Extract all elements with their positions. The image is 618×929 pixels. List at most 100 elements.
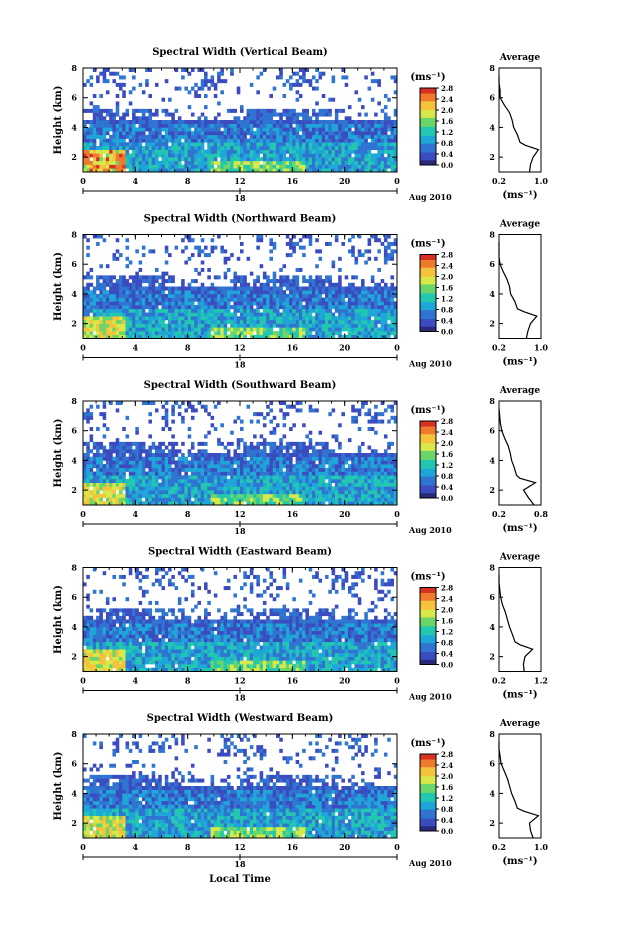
panel-3: Spectral Width (Southward Beam) 2 4 6 8 Heigh… <box>53 380 548 536</box>
x-tick-label: 8 <box>185 176 191 186</box>
profile-y-tick-label: 6 <box>489 426 495 436</box>
panel-title: Spectral Width (Northward Beam) <box>144 214 337 225</box>
profile-y-tick-label: 2 <box>489 152 495 162</box>
profile-x-tick-label: 0.2 <box>492 343 506 353</box>
colorbar-tick-label: 0.4 <box>441 483 453 492</box>
profile-x-tick-label: 1.0 <box>534 176 548 186</box>
day-label: 18 <box>234 859 246 869</box>
y-tick-label: 4 <box>71 455 77 465</box>
colorbar-tick-label: 2.0 <box>441 106 453 115</box>
profile-panel: Average 2 4 6 8 0.2 1.0 (ms⁻¹) <box>489 719 548 867</box>
x-tick-label: 12 <box>234 509 245 519</box>
date-label: Aug 2010 <box>408 525 452 535</box>
colorbar-tick-label: 0.4 <box>441 150 453 159</box>
x-tick-label: 16 <box>287 176 299 186</box>
y-tick-label: 6 <box>71 426 77 436</box>
heatmap-cells <box>83 68 398 173</box>
profile-x-label: (ms⁻¹) <box>502 690 537 701</box>
profile-panel: Average 2 4 6 8 0.2 1.2 (ms⁻¹) <box>489 553 548 701</box>
panel-title: Spectral Width (Southward Beam) <box>144 380 337 391</box>
panel-2: Spectral Width (Northward Beam) 2 4 6 8 Heigh… <box>53 214 548 370</box>
colorbar-tick-label: 2.0 <box>441 439 453 448</box>
heatmap-cells <box>83 567 398 672</box>
y-tick-label: 6 <box>71 259 77 269</box>
colorbar-tick-label: 0.0 <box>441 161 453 170</box>
profile-y-tick-label: 6 <box>489 93 495 103</box>
profile-x-tick-label: 1.2 <box>534 676 548 686</box>
colorbar-frame <box>419 587 437 665</box>
x-tick-label: 16 <box>287 842 299 852</box>
date-label: Aug 2010 <box>408 192 452 202</box>
colorbar-frame <box>419 753 437 832</box>
x-tick-label: 0 <box>394 176 400 186</box>
profile-y-tick-label: 4 <box>489 122 495 132</box>
colorbar: 0.0 0.4 0.8 1.2 1.6 2.0 2.4 2.8(ms⁻¹) <box>410 239 453 337</box>
day-label: 18 <box>234 526 246 536</box>
colorbar-tick-label: 0.8 <box>441 805 453 814</box>
y-tick-label: 6 <box>71 759 77 769</box>
colorbar-unit-label: (ms⁻¹) <box>410 239 445 250</box>
colorbar-frame <box>419 420 437 499</box>
y-tick-label: 2 <box>71 485 77 495</box>
profile-x-tick-label: 0.2 <box>492 676 506 686</box>
day-label: 18 <box>234 360 246 370</box>
x-tick-label: 4 <box>133 343 139 353</box>
panel-5: Spectral Width (Westward Beam) 2 4 6 8 Height… <box>53 713 548 869</box>
x-tick-label: 0 <box>80 509 86 519</box>
colorbar-tick-label: 2.8 <box>441 84 453 93</box>
colorbar-tick-label: 1.2 <box>441 628 453 637</box>
colorbar-tick-label: 1.2 <box>441 128 453 137</box>
y-tick-label: 2 <box>71 818 77 828</box>
profile-y-tick-label: 8 <box>489 396 495 406</box>
profile-panel: Average 2 4 6 8 0.2 0.8 (ms⁻¹) <box>489 386 548 534</box>
profile-frame <box>498 400 542 506</box>
x-tick-label: 12 <box>234 343 245 353</box>
y-tick-label: 2 <box>71 319 77 329</box>
colorbar-tick-label: 1.2 <box>441 461 453 470</box>
colorbar-tick-label: 0.8 <box>441 639 453 648</box>
date-label: Aug 2010 <box>408 858 452 868</box>
y-tick-label: 8 <box>71 396 77 406</box>
y-tick-label: 4 <box>71 289 77 299</box>
x-tick-label: 0 <box>80 842 86 852</box>
colorbar-tick-label: 2.8 <box>441 251 453 260</box>
profile-y-tick-label: 6 <box>489 759 495 769</box>
colorbar-tick-label: 2.8 <box>441 750 453 759</box>
y-tick-label: 4 <box>71 622 77 632</box>
colorbar-tick-label: 1.6 <box>441 783 453 792</box>
x-tick-label: 0 <box>394 509 400 519</box>
x-tick-label: 8 <box>185 676 191 686</box>
x-tick-label: 4 <box>133 676 139 686</box>
panel-4: Spectral Width (Eastward Beam) 2 4 6 8 Height… <box>53 547 548 703</box>
y-tick-label: 4 <box>71 788 77 798</box>
colorbar-frame <box>419 254 437 332</box>
colorbar-tick-label: 1.2 <box>441 794 453 803</box>
x-tick-label: 20 <box>339 343 351 353</box>
x-tick-label: 20 <box>339 842 351 852</box>
heatmap-cells <box>83 401 398 506</box>
x-tick-label: 16 <box>287 676 299 686</box>
colorbar-frame <box>419 87 437 166</box>
x-tick-label: 4 <box>133 176 139 186</box>
profile-x-tick-label: 0.8 <box>534 509 548 519</box>
profile-title: Average <box>499 53 540 63</box>
colorbar-tick-label: 1.6 <box>441 617 453 626</box>
day-label: 18 <box>234 693 246 703</box>
x-tick-label: 8 <box>185 343 191 353</box>
colorbar-tick-label: 2.4 <box>441 262 453 271</box>
y-tick-label: 8 <box>71 230 77 240</box>
x-tick-label: 12 <box>234 676 245 686</box>
profile-y-tick-label: 2 <box>489 319 495 329</box>
colorbar-unit-label: (ms⁻¹) <box>410 572 445 583</box>
profile-x-tick-label: 0.2 <box>492 509 506 519</box>
colorbar-tick-label: 0.0 <box>441 328 453 337</box>
colorbar-tick-label: 2.8 <box>441 584 453 593</box>
colorbar-tick-label: 2.0 <box>441 606 453 615</box>
x-tick-label: 0 <box>394 676 400 686</box>
profile-title: Average <box>499 719 540 729</box>
x-tick-label: 16 <box>287 509 299 519</box>
colorbar-tick-label: 0.8 <box>441 139 453 148</box>
panel-title: Spectral Width (Vertical Beam) <box>152 47 328 58</box>
colorbar-tick-label: 2.0 <box>441 772 453 781</box>
y-axis-label: Height (km) <box>53 585 64 654</box>
